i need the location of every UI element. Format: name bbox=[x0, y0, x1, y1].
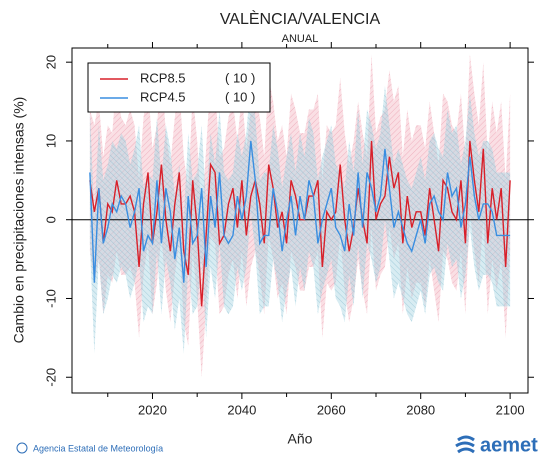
y-tick-label: 20 bbox=[43, 55, 58, 69]
x-tick-label: 2100 bbox=[496, 402, 525, 417]
copyright-icon bbox=[16, 442, 28, 454]
series-line bbox=[89, 140, 511, 283]
legend-box bbox=[87, 62, 271, 113]
legend-label: RCP4.5 bbox=[140, 89, 186, 104]
chart-title: VALÈNCIA/VALENCIA bbox=[220, 9, 381, 28]
y-tick-label: -20 bbox=[43, 368, 58, 387]
legend-label: RCP8.5 bbox=[140, 70, 186, 85]
plot-frame bbox=[71, 47, 529, 394]
y-tick-label: 0 bbox=[43, 216, 58, 223]
legend-count: ( 10 ) bbox=[225, 70, 255, 85]
y-tick-label: 10 bbox=[43, 134, 58, 148]
plot-area: 20 10 0 -10 -20 2020 2040 2060 2080 2100 RCP8.5 ( 1… bbox=[43, 42, 534, 417]
x-tick-label: 2040 bbox=[227, 402, 256, 417]
logo-text: aemet bbox=[480, 434, 538, 456]
y-tick-label: -10 bbox=[43, 289, 58, 308]
x-axis-label: Año bbox=[288, 431, 313, 447]
y-axis-label: Cambio en precipitaciones intensas (%) bbox=[11, 97, 27, 344]
legend-count: ( 10 ) bbox=[225, 89, 255, 104]
legend: RCP8.5 ( 10 ) RCP4.5 ( 10 ) bbox=[87, 62, 271, 113]
series-line bbox=[89, 140, 511, 307]
chart-subtitle: ANUAL bbox=[282, 33, 319, 45]
x-tick-label: 2060 bbox=[317, 402, 346, 417]
logo-mark bbox=[455, 435, 475, 454]
x-tick-label: 2020 bbox=[138, 402, 167, 417]
range-band-hatch bbox=[89, 77, 511, 354]
footer: Agencia Estatal de Meteorología bbox=[33, 443, 163, 453]
x-tick-label: 2080 bbox=[406, 402, 435, 417]
